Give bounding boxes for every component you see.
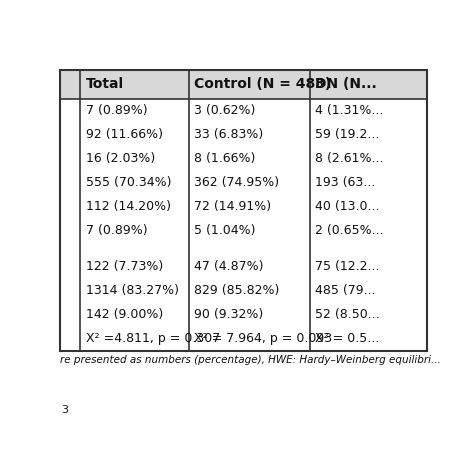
Text: 829 (85.82%): 829 (85.82%) <box>194 284 280 297</box>
Text: X² =4.811, p = 0.307: X² =4.811, p = 0.307 <box>86 332 220 345</box>
Text: 52 (8.50...: 52 (8.50... <box>315 308 380 321</box>
Text: 16 (2.03%): 16 (2.03%) <box>86 152 155 165</box>
Text: Total: Total <box>86 77 124 91</box>
Text: 40 (13.0...: 40 (13.0... <box>315 201 380 213</box>
Text: 75 (12.2...: 75 (12.2... <box>315 260 380 273</box>
Text: X² = 7.964, p = 0.093: X² = 7.964, p = 0.093 <box>194 332 332 345</box>
Text: 7 (0.89%): 7 (0.89%) <box>86 224 147 237</box>
Text: 555 (70.34%): 555 (70.34%) <box>86 176 171 189</box>
Text: 5 (1.04%): 5 (1.04%) <box>194 224 255 237</box>
Bar <box>60 70 427 99</box>
Text: 92 (11.66%): 92 (11.66%) <box>86 128 163 141</box>
Text: 122 (7.73%): 122 (7.73%) <box>86 260 163 273</box>
Text: 1314 (83.27%): 1314 (83.27%) <box>86 284 179 297</box>
Text: 2 (0.65%...: 2 (0.65%... <box>315 224 384 237</box>
Text: X² = 0.5...: X² = 0.5... <box>315 332 380 345</box>
Text: 485 (79...: 485 (79... <box>315 284 376 297</box>
Text: re presented as numbers (percentage), HWE: Hardy–Weinberg equilibri...: re presented as numbers (percentage), HW… <box>60 355 441 365</box>
Text: 193 (63...: 193 (63... <box>315 176 375 189</box>
Text: 3: 3 <box>61 405 68 415</box>
Text: 112 (14.20%): 112 (14.20%) <box>86 201 171 213</box>
Text: 7 (0.89%): 7 (0.89%) <box>86 104 147 118</box>
Text: 142 (9.00%): 142 (9.00%) <box>86 308 163 321</box>
Text: DN (N...: DN (N... <box>315 77 377 91</box>
Text: 3 (0.62%): 3 (0.62%) <box>194 104 255 118</box>
Text: 59 (19.2...: 59 (19.2... <box>315 128 380 141</box>
Text: 8 (1.66%): 8 (1.66%) <box>194 152 255 165</box>
Text: Control (N = 483): Control (N = 483) <box>194 77 331 91</box>
Text: 362 (74.95%): 362 (74.95%) <box>194 176 279 189</box>
Text: 33 (6.83%): 33 (6.83%) <box>194 128 264 141</box>
Text: 47 (4.87%): 47 (4.87%) <box>194 260 264 273</box>
Text: 4 (1.31%...: 4 (1.31%... <box>315 104 383 118</box>
Text: 90 (9.32%): 90 (9.32%) <box>194 308 264 321</box>
Text: 8 (2.61%...: 8 (2.61%... <box>315 152 384 165</box>
Text: 72 (14.91%): 72 (14.91%) <box>194 201 271 213</box>
